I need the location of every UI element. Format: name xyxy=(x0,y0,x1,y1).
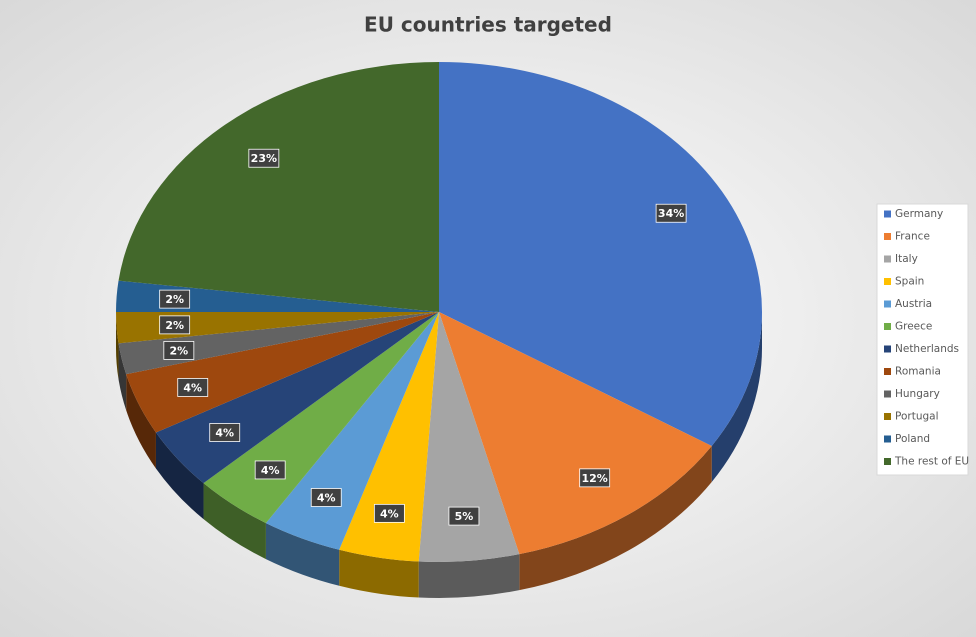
legend-entries: Germany France Italy Spain Austria Greece Neth… xyxy=(884,208,969,468)
data-label-box xyxy=(579,468,611,488)
legend-swatch xyxy=(884,233,891,240)
data-label-box xyxy=(177,378,209,397)
data-label-box xyxy=(373,503,405,523)
data-label: 5% xyxy=(455,510,474,523)
legend-label: Italy xyxy=(895,253,918,265)
slice xyxy=(339,312,439,562)
slice-side xyxy=(711,312,762,482)
slice xyxy=(418,312,520,562)
legend-swatch xyxy=(884,368,891,375)
slice xyxy=(118,62,440,312)
slice-side xyxy=(126,374,156,469)
data-label: 34% xyxy=(658,207,684,220)
legend-label: Austria xyxy=(895,298,932,310)
legend-label: Germany xyxy=(895,208,943,220)
legend-swatch xyxy=(884,435,891,443)
data-label-box xyxy=(655,203,687,223)
data-label: 4% xyxy=(215,426,234,439)
legend-label: Poland xyxy=(895,433,930,445)
legend-label: Greece xyxy=(895,321,932,333)
data-label: 4% xyxy=(261,464,280,477)
legend-label: Netherlands xyxy=(895,343,959,355)
slice-side xyxy=(519,445,712,591)
legend-label: Romania xyxy=(895,366,941,378)
legend-swatch xyxy=(884,210,891,218)
legend xyxy=(876,203,969,476)
legend-swatch xyxy=(884,278,891,285)
chart-title: EU countries targeted xyxy=(364,13,612,37)
legend-swatch xyxy=(884,413,891,420)
slice-side xyxy=(418,554,520,598)
data-label: 4% xyxy=(317,491,336,504)
legend-label: Portugal xyxy=(895,411,939,423)
slice-side xyxy=(116,312,119,380)
slice xyxy=(118,312,440,375)
slice xyxy=(116,280,439,312)
data-label: 12% xyxy=(582,472,608,485)
data-label-box xyxy=(254,460,286,480)
slice-side xyxy=(155,432,204,520)
data-label-box xyxy=(163,341,195,360)
slice xyxy=(439,62,762,446)
legend-swatch xyxy=(884,300,891,308)
legend-label: France xyxy=(895,231,930,243)
data-label: 23% xyxy=(251,152,277,165)
legend-swatch xyxy=(884,345,891,353)
slice-side xyxy=(203,483,266,560)
legend-swatch xyxy=(884,255,891,263)
slice xyxy=(116,312,439,344)
legend-label: Hungary xyxy=(895,388,940,400)
data-label-box xyxy=(159,315,191,335)
data-label-box xyxy=(448,506,480,526)
data-labels: 34% 12% 5% 4% 4% 4% 4% 4% 2% 2% 2% 23% xyxy=(159,148,687,526)
data-label: 2% xyxy=(165,293,184,306)
slice-side xyxy=(265,523,340,586)
legend-label: Spain xyxy=(895,276,924,288)
data-label-box xyxy=(209,423,241,442)
data-label: 4% xyxy=(380,507,399,520)
slice xyxy=(439,312,712,555)
slice-side xyxy=(339,549,419,598)
data-label-box xyxy=(159,289,191,309)
data-label: 2% xyxy=(165,319,184,332)
data-label: 4% xyxy=(183,381,202,394)
legend-swatch xyxy=(884,458,891,465)
data-label-box xyxy=(248,148,280,168)
slice xyxy=(265,312,439,550)
slice xyxy=(126,312,439,433)
pie-sides xyxy=(116,312,762,598)
legend-label: The rest of EU xyxy=(894,456,969,468)
data-label-box xyxy=(310,488,342,507)
pie-top xyxy=(116,62,762,562)
data-label: 2% xyxy=(169,344,188,357)
legend-swatch xyxy=(884,323,891,330)
legend-swatch xyxy=(884,390,891,398)
slice-side xyxy=(118,343,127,411)
